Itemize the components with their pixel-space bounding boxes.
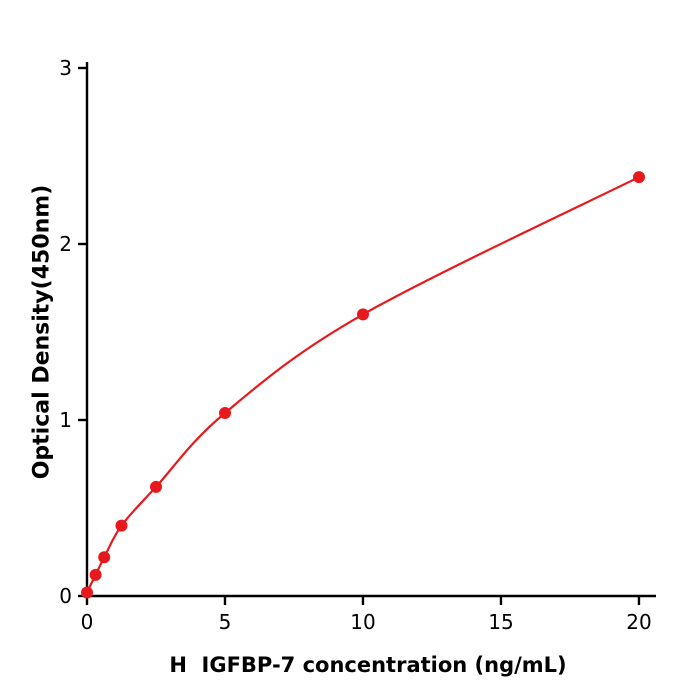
data-point-marker <box>219 407 231 419</box>
standard-curve-line <box>85 176 641 594</box>
data-point-marker <box>633 171 645 184</box>
x-tick-label: 10 <box>350 610 375 634</box>
y-tick-label: 0 <box>59 584 72 608</box>
y-tick-label: 1 <box>59 408 72 432</box>
data-point-marker <box>115 519 128 532</box>
y-tick-label: 3 <box>59 56 72 80</box>
x-tick-label: 0 <box>81 610 94 634</box>
y-tick-label: 2 <box>59 232 72 256</box>
data-point-marker <box>89 568 102 581</box>
data-point-marker <box>357 308 369 321</box>
x-axis-label: H IGFBP-7 concentration (ng/mL) <box>169 653 567 677</box>
y-axis-label: Optical Density(450nm) <box>29 184 55 480</box>
data-point-marker <box>81 586 93 599</box>
data-point-marker <box>98 551 111 564</box>
x-tick-label: 20 <box>626 610 651 634</box>
x-tick-label: 5 <box>219 610 232 634</box>
x-tick-label: 15 <box>488 610 513 634</box>
data-point-marker <box>150 480 162 493</box>
